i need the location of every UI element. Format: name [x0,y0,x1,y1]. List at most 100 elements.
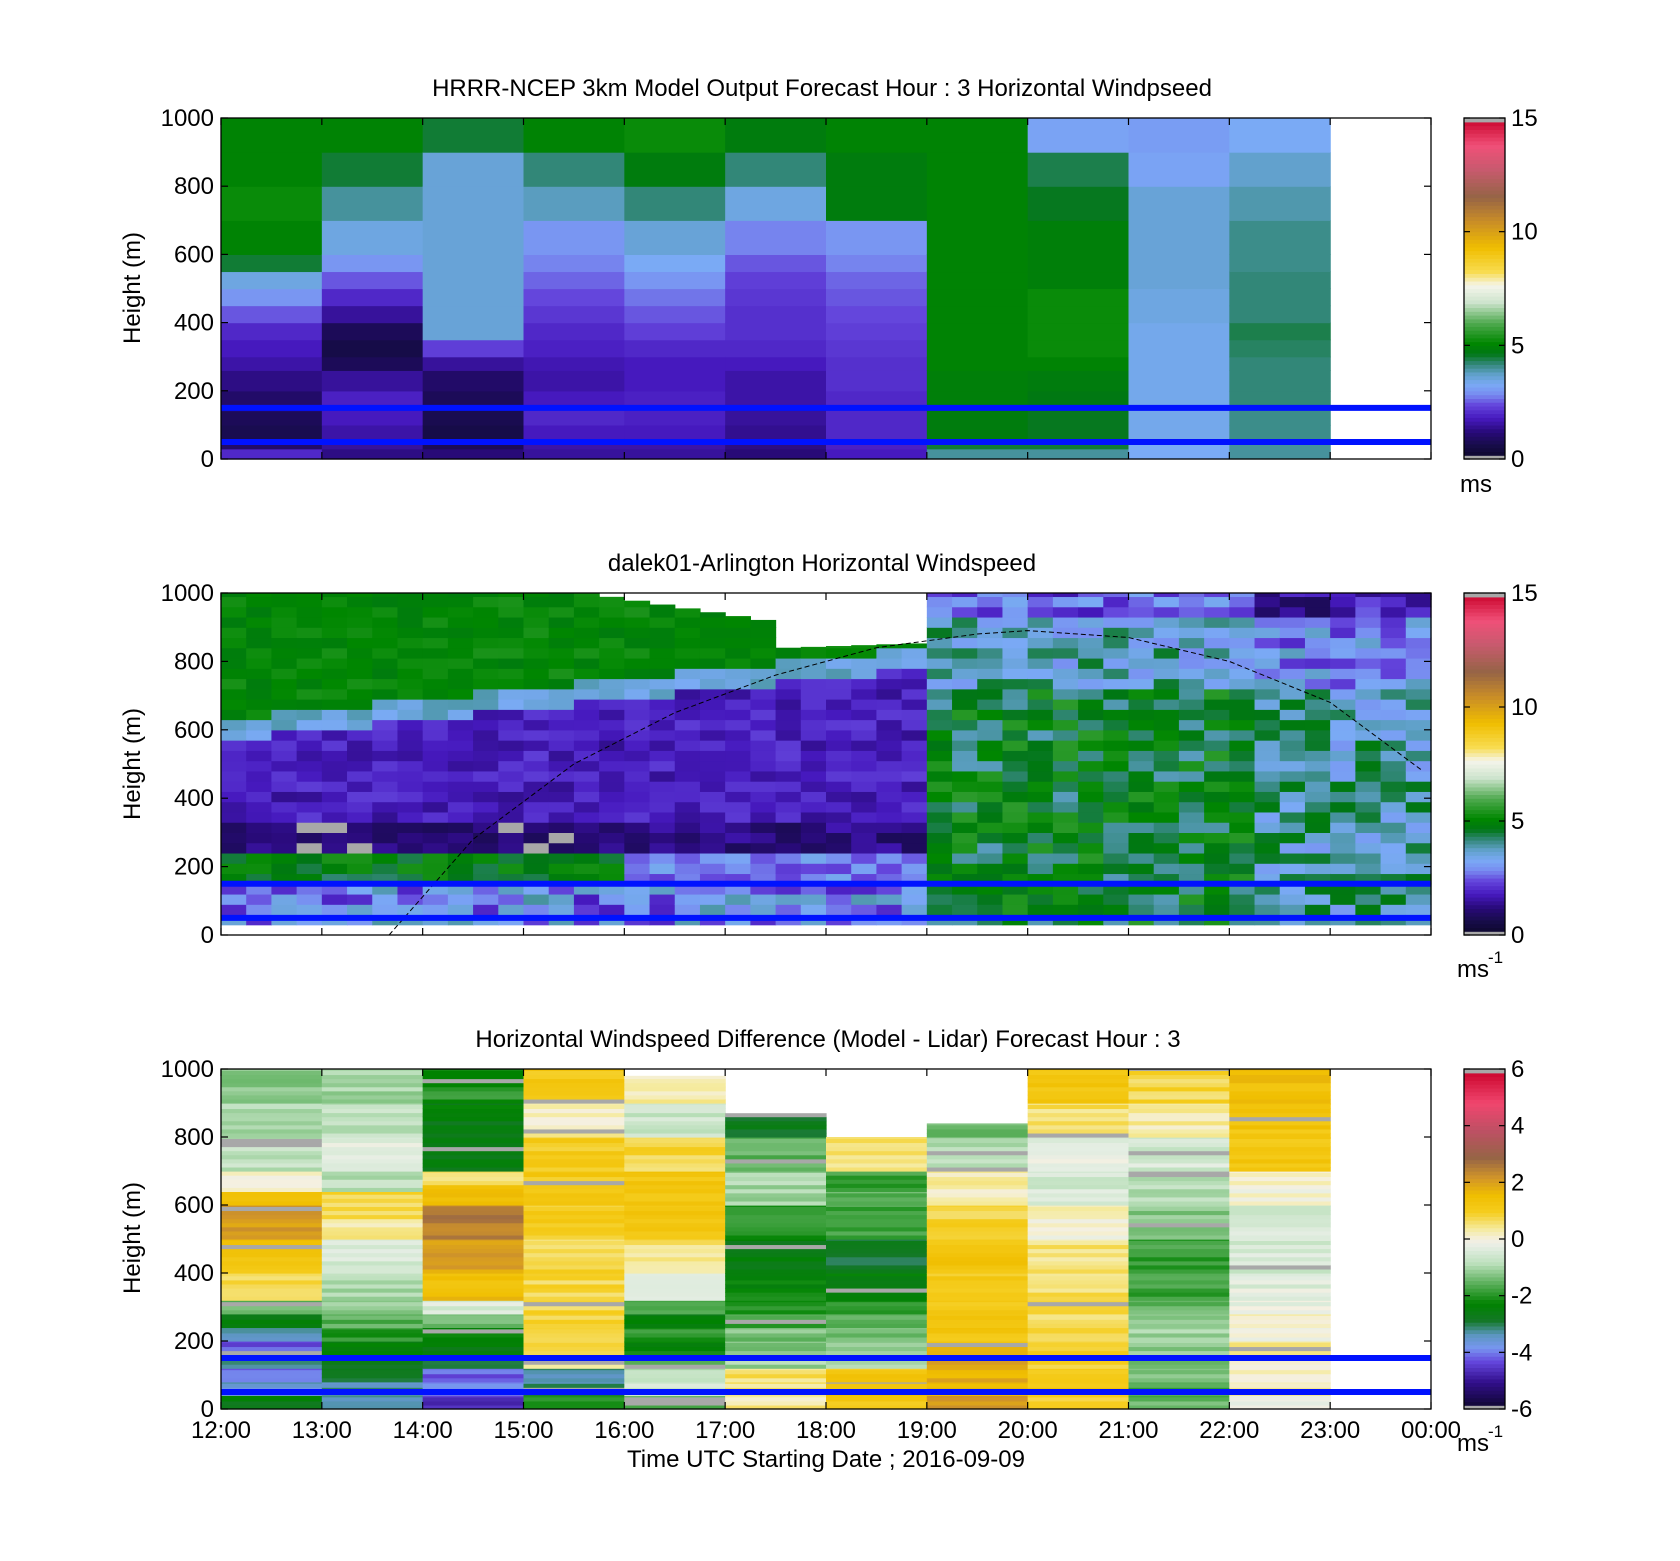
heatmap-cell [1405,883,1432,895]
heatmap-cell [725,1205,827,1207]
heatmap-cell [321,647,348,659]
heatmap-cell [447,729,474,741]
heatmap-cell [347,627,373,639]
heatmap-cell [826,678,852,690]
heatmap-cell [1078,781,1104,792]
colorbar-segment [1464,296,1505,301]
heatmap-cell [1229,1200,1331,1206]
heatmap-cell [1002,863,1029,875]
heatmap-cell [800,709,827,721]
heatmap-cell [599,893,625,905]
heatmap-cell [1002,904,1029,916]
heatmap-cell [1229,627,1256,639]
heatmap-cell [523,1240,625,1246]
heatmap-cell [624,1275,726,1281]
heatmap-cell [926,118,1029,153]
heatmap-cell [624,1377,726,1383]
heatmap-cell [1027,118,1130,153]
heatmap-cell [901,811,928,823]
heatmap-cell [826,1404,928,1410]
colorbar-segment [1464,783,1505,788]
heatmap-cell [271,616,298,628]
heatmap-cell [876,644,903,649]
heatmap-cell [296,904,323,916]
heatmap-cell [624,1104,726,1110]
heatmap-cell [1027,1098,1130,1104]
heatmap-cell [422,770,449,782]
heatmap-cell [1078,904,1104,916]
heatmap-cell [1229,1396,1331,1402]
heatmap-cell [725,1214,827,1220]
heatmap-cell [372,627,399,639]
heatmap-cell [725,1292,827,1297]
heatmap-cell [1027,1205,1130,1207]
heatmap-cell [271,729,298,741]
heatmap-cell [296,647,323,659]
heatmap-cell [1304,832,1331,844]
heatmap-cell [1128,152,1230,187]
heatmap-cell [1405,740,1432,751]
heatmap-cell [1103,842,1130,854]
heatmap-cell [372,593,399,598]
heatmap-cell [876,719,903,731]
heatmap-cell [321,699,348,710]
heatmap-cell [725,699,751,710]
heatmap-cell [1002,811,1029,823]
heatmap-cell [573,647,600,659]
heatmap-cell [1027,863,1054,875]
heatmap-cell [649,863,676,875]
heatmap-cell [1002,873,1029,885]
heatmap-cell [1103,593,1130,598]
heatmap-cell [422,1350,525,1356]
colorbar-segment [1464,447,1505,453]
colorbar-segment [1464,409,1505,415]
heatmap-cell [296,678,323,690]
heatmap-cell [926,883,953,895]
heatmap-cell [926,616,953,628]
heatmap-cell [826,1350,928,1356]
heatmap-cell [750,688,777,700]
heatmap-cell [321,811,348,823]
heatmap-cell [473,606,499,618]
colorbar-segment [1464,619,1505,624]
heatmap-cell [321,1128,424,1134]
heatmap-cell [372,750,399,762]
heatmap-cell [1204,801,1230,813]
heatmap-cell [926,1346,1029,1352]
heatmap-cell [422,1273,525,1277]
heatmap-cell [1027,616,1054,628]
heatmap-cell [1002,647,1029,659]
heatmap-cell [775,668,802,680]
heatmap-cell [1229,791,1256,803]
heatmap-cell [1052,822,1079,833]
colorbar-segment [1464,307,1505,312]
heatmap-cell [221,678,247,690]
heatmap-cell [1103,616,1130,628]
heatmap-cell [977,863,1004,875]
heatmap-cell [296,740,323,751]
heatmap-cell [321,657,348,669]
colorbar-segment [1464,1155,1505,1161]
heatmap-cell [1027,770,1054,782]
heatmap-cell [523,1239,625,1241]
colorbar-tick-label: 0 [1511,922,1524,949]
heatmap-cell [221,1342,323,1348]
heatmap-cell [523,1086,625,1092]
heatmap-cell [1405,801,1432,813]
heatmap-cell [548,863,575,875]
heatmap-cell [1330,668,1356,680]
heatmap-cell [1380,883,1407,895]
heatmap-cell [926,1137,1029,1139]
panel-lidar-x-ticks [220,593,1432,935]
heatmap-cell [422,1268,525,1274]
heatmap-cell [1128,1146,1230,1152]
colorbar-segment [1464,904,1505,909]
heatmap-cell [725,1239,827,1241]
heatmap-cell [221,1069,323,1071]
heatmap-cell [1128,1364,1230,1369]
colorbar-segment [1464,1171,1505,1176]
heatmap-cell [1279,832,1306,844]
heatmap-cell [725,832,751,844]
heatmap-cell [725,1146,827,1152]
colorbar-segment [1464,661,1505,666]
